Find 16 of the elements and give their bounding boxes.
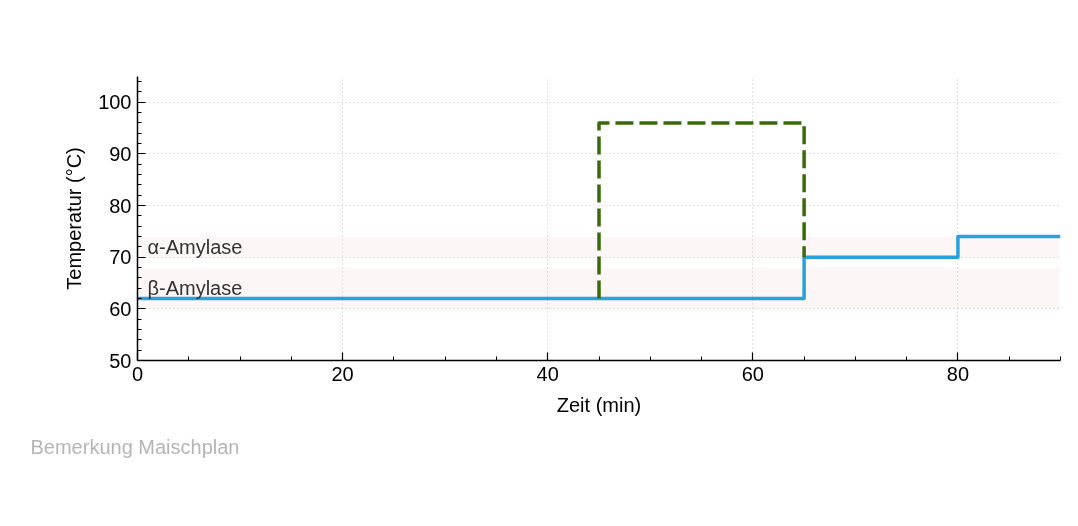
- text: Bemerkung Maischplan: [30, 435, 240, 458]
- x-axis-title: Zeit (min): [556, 393, 642, 416]
- x-tick-label: 80: [946, 362, 970, 385]
- y-axis-title: Temperatur (°C): [63, 147, 86, 290]
- x-tick-label: 0: [131, 362, 144, 385]
- band-label: β-Amylase: [147, 277, 243, 300]
- x-tick-label: 20: [331, 362, 354, 385]
- y-tick-label: 60: [109, 297, 132, 320]
- band-label: α-Amylase: [147, 235, 243, 258]
- y-tick-label: 100: [98, 91, 132, 114]
- y-tick-label: 90: [109, 142, 132, 165]
- y-tick-label: 80: [109, 194, 132, 217]
- y-tick-label: 70: [109, 246, 132, 269]
- x-tick-label: 40: [536, 362, 559, 385]
- y-tick-label: 50: [109, 349, 132, 372]
- x-tick-label: 60: [741, 362, 764, 385]
